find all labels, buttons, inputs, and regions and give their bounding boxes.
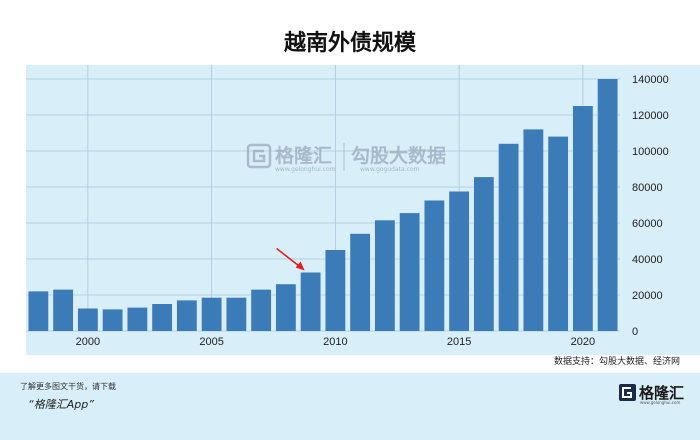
footer-logo-text: 格隆汇: [639, 384, 684, 402]
annotation-arrow-shaft: [276, 247, 303, 269]
x-tick-label-3: 2015: [447, 336, 471, 348]
watermark-brand: 格隆汇: [275, 144, 332, 167]
bar-2018: [523, 129, 544, 331]
bar-2013: [399, 213, 420, 331]
bar-2017: [498, 143, 519, 331]
footer-background: [0, 373, 700, 440]
y-tick-label-2: 40000: [632, 254, 663, 266]
bar-2012: [374, 220, 395, 331]
x-tick-label-2: 2010: [323, 336, 347, 348]
annotation-arrow-head: [295, 261, 305, 271]
x-axis-ticks: 2000 2005 2010 2015 2020: [76, 336, 595, 348]
watermark-partner-url: www.gogudata.com: [360, 166, 420, 173]
watermark-logo-icon: [246, 143, 272, 169]
y-tick-label-6: 120000: [632, 110, 669, 122]
footer-download-hint: 了解更多图文干货，请下载: [20, 381, 116, 391]
bar-2002: [127, 307, 148, 331]
footer-logo-url: www.gelonghui.com: [640, 400, 680, 405]
bar-2000: [77, 308, 98, 331]
bar-2020: [572, 106, 593, 331]
bar-2007: [251, 289, 272, 331]
bar-1999: [53, 289, 74, 331]
watermark-brand-url: www.gelonghui.com: [275, 166, 336, 173]
bars: [28, 79, 618, 331]
bar-2006: [226, 297, 247, 331]
footer-logo-g-icon: [622, 387, 632, 398]
bar-2021: [597, 79, 618, 331]
footer-logo: 格隆汇 www.gelonghui.com: [619, 384, 684, 405]
y-tick-label-5: 100000: [632, 146, 669, 158]
y-tick-label-1: 20000: [632, 290, 663, 302]
bar-2010: [325, 250, 346, 331]
chart-title: 越南外债规模: [283, 30, 417, 56]
watermark-g-icon: [252, 149, 266, 163]
bar-2001: [102, 309, 123, 331]
bar-2019: [548, 136, 569, 331]
y-tick-label-4: 80000: [632, 182, 663, 194]
bar-2009: [300, 272, 321, 331]
bar-2014: [424, 200, 445, 331]
y-tick-label-3: 60000: [632, 218, 663, 230]
bar-1998: [28, 291, 49, 331]
annotation-arrow: [276, 247, 305, 271]
x-tick-label-1: 2005: [199, 336, 223, 348]
watermark-partner: 勾股大数据: [351, 144, 446, 167]
bar-2015: [449, 191, 470, 331]
y-tick-label-0: 0: [632, 326, 638, 338]
bar-2004: [176, 300, 197, 331]
x-tick-label-0: 2000: [76, 336, 100, 348]
watermark: 格隆汇 www.gelonghui.com 勾股大数据 www.gogudata…: [246, 143, 446, 173]
bar-2005: [201, 297, 222, 331]
bar-2011: [350, 233, 371, 331]
y-tick-label-7: 140000: [632, 74, 669, 86]
bar-2003: [152, 304, 173, 331]
bar-2016: [473, 177, 494, 331]
x-tick-label-4: 2020: [571, 336, 595, 348]
y-axis-ticks: 0 20000 40000 60000 80000 100000 120000 140000: [632, 74, 669, 338]
source-note: 数据支持：勾股大数据、经济网: [554, 355, 680, 367]
footer-app-name[interactable]: “格隆汇App”: [28, 398, 94, 411]
bar-2008: [275, 284, 296, 331]
